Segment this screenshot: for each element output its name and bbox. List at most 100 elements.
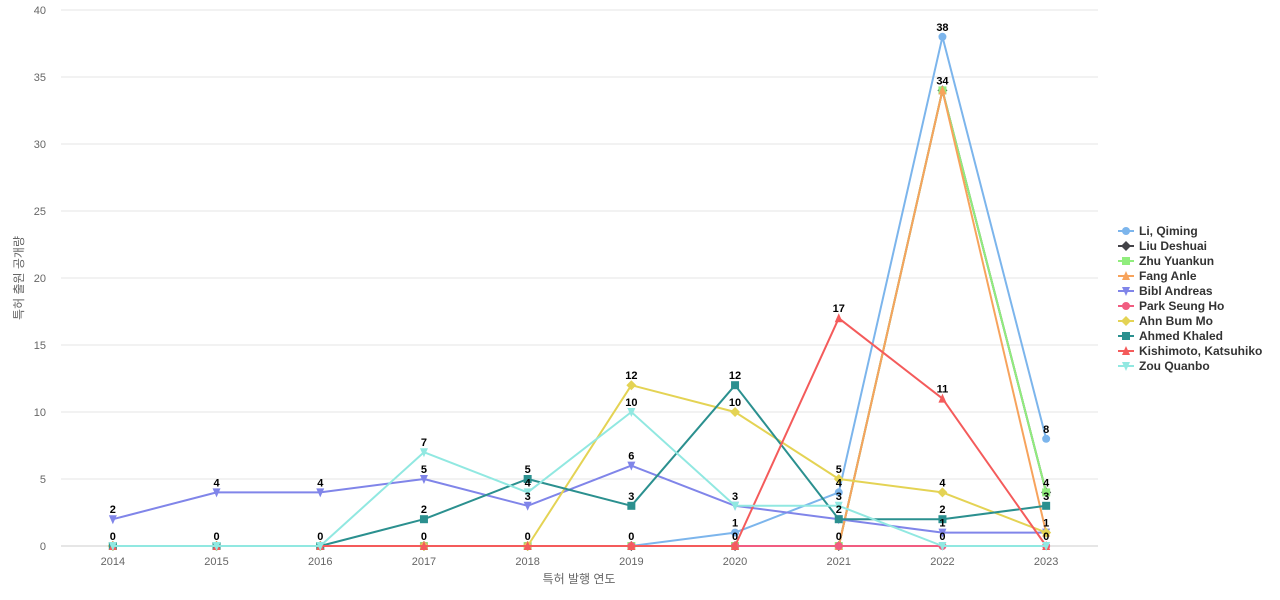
data-point-ahn-bum-mo-2020 [730, 407, 741, 417]
data-label: 0 [939, 531, 945, 543]
series-line-ahn-bum-mo [112, 384, 1047, 547]
legend-item-kishimoto-katsuhiko[interactable]: Kishimoto, Katsuhiko [1118, 344, 1262, 358]
data-point-ahmed-khaled-2020 [731, 381, 740, 390]
series-line-fang-anle [112, 89, 1048, 547]
legend-marker [1121, 241, 1131, 251]
x-tick-label: 2016 [308, 556, 332, 568]
series-line-zou-quanbo [112, 411, 1047, 547]
data-point-zou-quanbo-2019 [627, 408, 636, 417]
y-tick-label: 5 [40, 474, 46, 486]
legend-marker [1122, 271, 1130, 280]
series-lines [107, 32, 1052, 551]
data-label: 12 [729, 370, 741, 382]
data-label: 0 [110, 531, 116, 543]
data-point-bibl-andreas-2016 [316, 488, 325, 498]
data-label: 7 [421, 437, 427, 449]
series-li-qiming [108, 32, 1051, 550]
data-point-zou-quanbo-2016 [316, 542, 325, 551]
y-tick-label: 40 [34, 5, 46, 17]
data-point-ahn-bum-mo-2022 [937, 487, 948, 498]
data-point-kishimoto-katsuhiko-2020 [731, 541, 740, 550]
data-point-zou-quanbo-2022 [938, 542, 947, 551]
data-label: 0 [317, 531, 323, 543]
legend-marker [1122, 227, 1130, 235]
series-zhu-yuankun [108, 86, 1051, 550]
legend-label: Ahn Bum Mo [1139, 314, 1213, 328]
legend-item-zhu-yuankun[interactable]: Zhu Yuankun [1118, 254, 1214, 268]
data-point-zhu-yuankun-2023 [1042, 488, 1051, 497]
data-label: 0 [628, 531, 634, 543]
legend-label: Liu Deshuai [1139, 239, 1207, 253]
y-tick-label: 15 [34, 340, 46, 352]
data-label: 0 [836, 531, 842, 543]
y-tick-label: 30 [34, 139, 46, 151]
data-point-zou-quanbo-2015 [212, 542, 221, 551]
data-point-kishimoto-katsuhiko-2022 [938, 393, 947, 403]
x-tick-label: 2015 [204, 556, 228, 568]
data-point-li-qiming-2020 [731, 528, 740, 537]
data-label: 17 [833, 303, 845, 315]
data-label: 8 [1043, 424, 1049, 436]
x-tick-label: 2018 [515, 556, 539, 568]
legend-marker [1122, 287, 1130, 296]
legend-item-li-qiming[interactable]: Li, Qiming [1118, 224, 1198, 238]
data-point-ahn-bum-mo-2021 [833, 474, 844, 484]
y-tick-label: 0 [40, 541, 46, 553]
data-point-li-qiming-2022 [938, 32, 947, 41]
legend-item-liu-deshuai[interactable]: Liu Deshuai [1118, 239, 1207, 253]
data-label: 0 [732, 531, 738, 543]
legend-marker [1122, 362, 1130, 371]
y-axis-ticks: 0 5 10 15 20 25 30 35 40 [34, 5, 46, 553]
data-label: 5 [421, 464, 427, 476]
legend-marker [1122, 332, 1130, 340]
x-tick-label: 2020 [723, 556, 747, 568]
data-point-zou-quanbo-2017 [419, 448, 428, 458]
grid-lines [61, 9, 1098, 547]
data-label: 4 [1043, 477, 1050, 489]
legend-label: Park Seung Ho [1139, 299, 1224, 313]
data-point-bibl-andreas-2019 [627, 461, 636, 471]
legend-label: Bibl Andreas [1139, 284, 1213, 298]
data-label: 2 [421, 504, 427, 516]
series-line-li-qiming [112, 35, 1048, 547]
legend-item-bibl-andreas[interactable]: Bibl Andreas [1118, 284, 1213, 298]
legend-item-ahn-bum-mo[interactable]: Ahn Bum Mo [1118, 314, 1213, 328]
legend-item-fang-anle[interactable]: Fang Anle [1118, 269, 1197, 283]
legend-item-zou-quanbo[interactable]: Zou Quanbo [1118, 359, 1210, 373]
legend-label: Zhu Yuankun [1139, 254, 1214, 268]
data-label: 38 [936, 22, 948, 34]
data-label: 3 [1043, 491, 1049, 503]
data-point-zou-quanbo-2014 [108, 542, 117, 551]
data-point-bibl-andreas-2015 [212, 488, 221, 498]
data-point-bibl-andreas-2022 [938, 528, 947, 538]
data-point-kishimoto-katsuhiko-2017 [419, 541, 428, 550]
data-label: 4 [213, 477, 220, 489]
legend-item-park-seung-ho[interactable]: Park Seung Ho [1118, 299, 1224, 313]
data-label: 1 [1043, 518, 1049, 530]
data-label: 1 [732, 518, 738, 530]
x-tick-label: 2022 [930, 556, 954, 568]
data-point-park-seung-ho-2021 [834, 542, 843, 550]
series-fang-anle [108, 85, 1051, 550]
series-kishimoto-katsuhiko [108, 313, 1051, 550]
data-label: 1 [939, 518, 945, 530]
data-label: 4 [525, 477, 532, 489]
series-zou-quanbo [108, 408, 1051, 551]
data-label: 4 [939, 477, 946, 489]
data-point-bibl-andreas-2014 [108, 515, 117, 525]
data-label: 2 [836, 504, 842, 516]
data-point-kishimoto-katsuhiko-2021 [834, 313, 843, 323]
data-point-ahmed-khaled-2022 [938, 515, 947, 524]
series-line-zhu-yuankun [112, 89, 1048, 547]
legend-label: Zou Quanbo [1139, 359, 1210, 373]
legend-marker [1121, 316, 1131, 326]
legend-marker [1122, 257, 1130, 265]
y-tick-label: 25 [34, 206, 46, 218]
x-tick-label: 2017 [412, 556, 436, 568]
legend-item-ahmed-khaled[interactable]: Ahmed Khaled [1118, 329, 1223, 343]
data-label: 12 [625, 370, 637, 382]
data-point-ahmed-khaled-2023 [1042, 501, 1051, 510]
y-tick-label: 20 [34, 273, 46, 285]
y-tick-label: 10 [34, 407, 46, 419]
